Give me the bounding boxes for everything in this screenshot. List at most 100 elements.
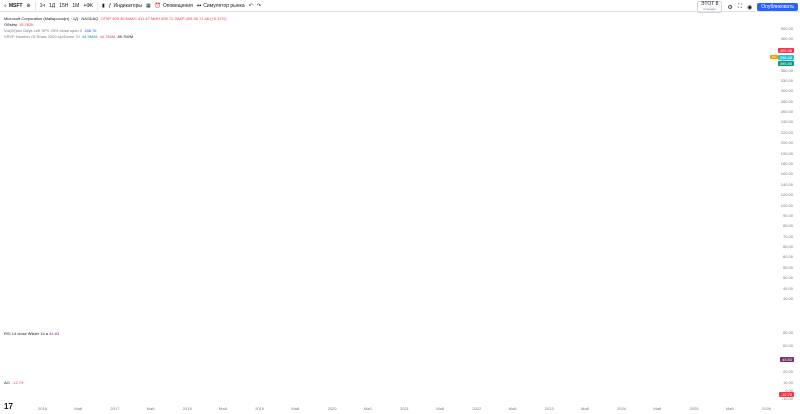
interval-15n[interactable]: 15Н [59, 2, 69, 9]
vrvp-bar-down [28, 204, 57, 206]
ao-bar-up [637, 391, 639, 395]
ao-bar-up [225, 391, 227, 394]
earnings-circle [193, 320, 199, 326]
vrvp-bar-up [0, 126, 7, 128]
vrvp-bar-up [0, 178, 6, 180]
time-axis-label: 2019 [255, 406, 265, 411]
earnings-letter: E [9, 322, 12, 326]
earnings-letter: E [46, 322, 49, 326]
ao-bar-down [282, 391, 284, 400]
earnings-circle [528, 320, 534, 326]
ao-bar-down [57, 380, 59, 392]
ao-bar-down [636, 391, 638, 392]
ao-bar-down [268, 391, 270, 397]
tradingview-logo[interactable]: 17 [4, 402, 13, 411]
annotations [2, 29, 753, 392]
ao-bar-down [531, 391, 532, 398]
ao-bar-down [548, 389, 549, 392]
interval-1h[interactable]: 1ч [39, 2, 46, 9]
ao-bar-up [273, 391, 275, 395]
volume-bar-down [403, 299, 405, 322]
ao-bar-up [577, 391, 579, 410]
volume-bar-up [119, 315, 120, 322]
volume-bar-down [346, 301, 348, 322]
volume-bar-up [406, 313, 408, 322]
vrvp-bar-up [0, 260, 49, 262]
ao-label[interactable]: AO -12.79 [4, 380, 23, 385]
vrvp-bar-up [0, 212, 6, 214]
layout-selector[interactable]: ЭТОТ 8 Стандарт [696, 1, 723, 13]
volume-bar-up [427, 312, 428, 322]
settings-icon[interactable]: ⚙ [727, 4, 733, 11]
ao-bar-down [424, 385, 426, 392]
fullscreen-icon[interactable]: ⛶ [737, 3, 743, 10]
alerts-button[interactable]: ⏰ Оповещения [155, 3, 193, 9]
volume-bar-down [492, 310, 493, 322]
ao-bar-down [12, 384, 14, 392]
ao-bar-down [308, 391, 310, 397]
ao-bar-down [403, 381, 405, 392]
legend-indicator-1-name[interactable]: Vol(20)rec Days Left SPX 20% close span … [4, 28, 83, 33]
redo-button[interactable]: ↷ [257, 3, 261, 9]
volume-bar-up [368, 310, 370, 322]
ao-bar-down [550, 391, 552, 394]
volume-bar-down [60, 315, 62, 322]
bar-style-button[interactable]: ▮ [102, 3, 105, 9]
rsi-label[interactable]: RSI 14 close Wilder 14 a 44.83 [4, 331, 59, 336]
earnings-marker: E [565, 320, 571, 326]
ao-bar-down [635, 390, 636, 392]
replay-button[interactable]: ⏮ Симулятор рынка [197, 3, 245, 9]
volume-bar-up [282, 308, 284, 322]
volume-bar-up [42, 313, 44, 322]
vrvp-bar-down [13, 156, 33, 158]
volume-bar-up [213, 315, 215, 322]
interval-1d[interactable]: 1Д [49, 2, 56, 9]
camera-icon[interactable]: ◉ [747, 4, 753, 11]
volume-bar-down [375, 313, 376, 322]
ao-bar-up [596, 391, 597, 413]
ao-bar-up [340, 391, 341, 400]
ao-bar-up [554, 391, 556, 400]
ao-bar-up [207, 391, 209, 396]
interval-1m[interactable]: 1М [72, 2, 80, 9]
vrvp-bar-up [0, 220, 4, 222]
volume-bar-down [55, 309, 57, 322]
volume-bar-down [233, 315, 235, 322]
ao-bar-down [380, 384, 382, 392]
publish-button[interactable]: Опубликовать [757, 3, 798, 11]
vrvp-bar-down [32, 276, 83, 278]
ao-bar-up [306, 391, 308, 398]
ao-bar-down [418, 381, 419, 392]
ao-bar-up [476, 386, 478, 392]
ao-bar-up [219, 391, 220, 395]
ao-bar-up [5, 384, 7, 392]
vrvp-bar-up [0, 100, 5, 102]
price-axis-label: 65.00 [782, 244, 793, 250]
volume-bar-down [441, 312, 443, 322]
ao-bar-up [187, 391, 189, 404]
ao-bar-down [181, 391, 183, 405]
ao-bar-up [499, 391, 501, 393]
volume-bar-down [116, 313, 118, 322]
vrvp-bar-down [3, 220, 9, 222]
layout-button[interactable]: ▦ [146, 3, 151, 9]
legend-ohlc: ОТКР 409.36 МАКС 411.47 МИН 405.72 ЗАКР … [100, 16, 227, 21]
ao-bar-down [555, 391, 557, 401]
ao-bar-up [246, 391, 248, 393]
volume-bar-up [457, 308, 458, 322]
undo-button[interactable]: ↶ [249, 3, 253, 9]
vrvp-bar-down [5, 90, 12, 92]
vrvp-bar-up [0, 64, 4, 66]
vrvp-bar-down [51, 268, 89, 270]
earnings-letter: E [213, 322, 216, 326]
ao-bar-down [139, 389, 141, 392]
legend-vrvp-name[interactable]: VRVP Number Of Rows 2000 Up/Down 70 [4, 34, 80, 39]
rsi-pane [0, 341, 776, 373]
volume-bar-up [307, 302, 309, 322]
interval-more[interactable]: +ФК [83, 2, 93, 9]
compare-button[interactable]: ⊕ [26, 3, 30, 9]
ao-bar-up [221, 389, 223, 392]
symbol-search-button[interactable]: ⌕ MSFT [4, 3, 22, 9]
indicators-button[interactable]: ƒ Индикаторы [109, 3, 142, 9]
